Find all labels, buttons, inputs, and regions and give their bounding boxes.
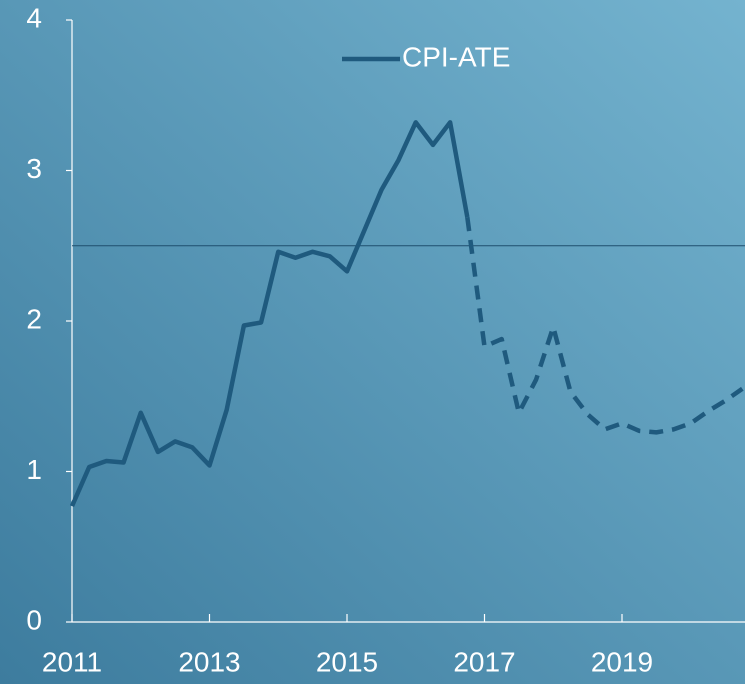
y-tick-label: 1 — [26, 454, 42, 485]
x-tick-label: 2013 — [178, 646, 240, 677]
x-tick-label: 2015 — [316, 646, 378, 677]
x-tick-label: 2019 — [591, 646, 653, 677]
x-tick-label: 2017 — [453, 646, 515, 677]
y-tick-label: 2 — [26, 303, 42, 334]
y-tick-label: 3 — [26, 153, 42, 184]
line-projection — [465, 216, 744, 435]
line-series — [69, 120, 470, 508]
y-tick-label: 0 — [26, 604, 42, 635]
legend-label: CPI-ATE — [402, 41, 510, 72]
x-tick-label: 2011 — [42, 646, 102, 677]
y-tick-label: 4 — [26, 2, 42, 33]
